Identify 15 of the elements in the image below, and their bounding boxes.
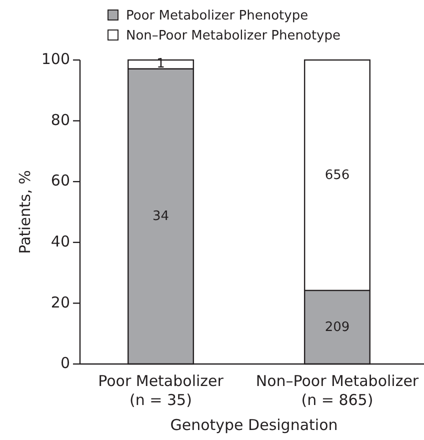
y-tick-label: 0	[60, 354, 70, 372]
annotation: 34	[152, 208, 170, 224]
x-tick-label: Poor Metabolizer (n = 35)	[98, 372, 224, 409]
legend-label: Poor Metabolizer Phenotype	[126, 8, 308, 24]
x-axis-title: Genotype Designation	[170, 416, 338, 434]
y-tick-label: 100	[41, 50, 70, 68]
y-tick-label: 40	[50, 232, 70, 251]
y-axis-title: Patients, %	[16, 170, 34, 254]
legend-label: Non–Poor Metabolizer Phenotype	[126, 28, 340, 44]
annotation: 656	[324, 168, 350, 183]
y-tick-label: 80	[50, 110, 70, 129]
annotation: 209	[324, 320, 350, 335]
x-tick-label: Non–Poor Metabolizer (n = 865)	[256, 372, 420, 409]
y-tick-label: 20	[50, 293, 70, 312]
y-tick-label: 60	[50, 172, 70, 190]
